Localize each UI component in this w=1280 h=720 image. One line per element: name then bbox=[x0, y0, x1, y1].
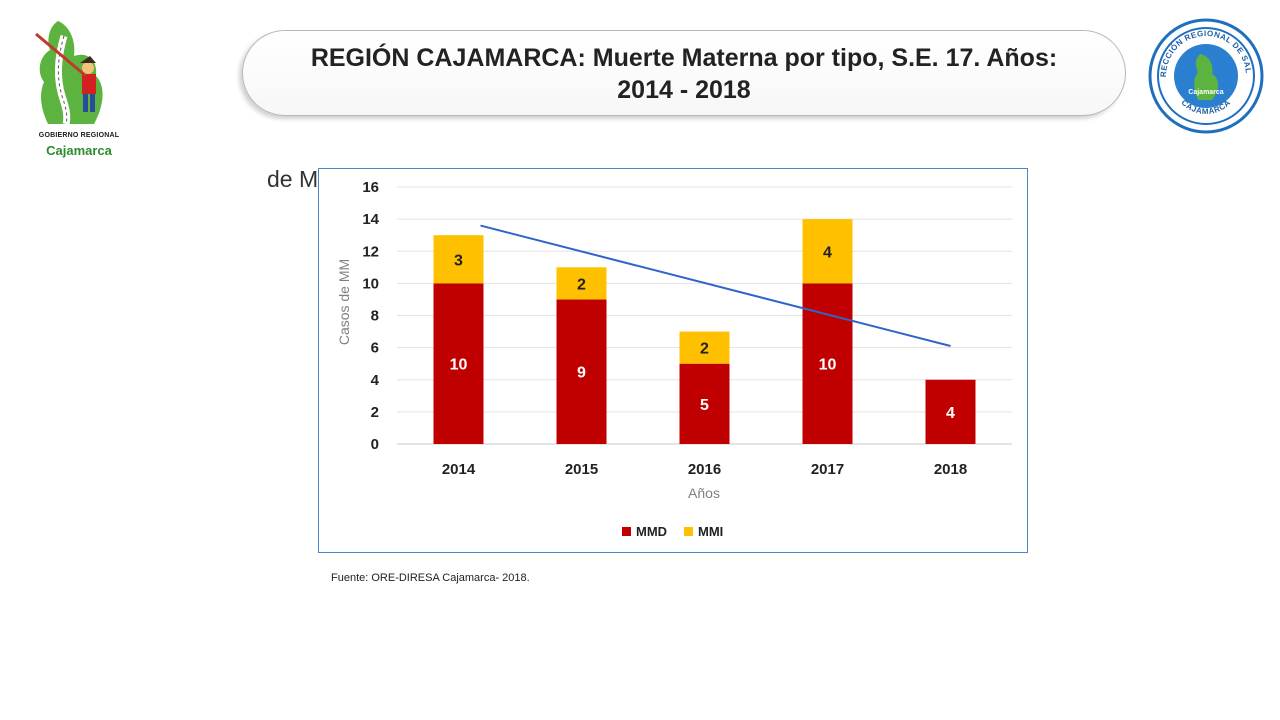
y-tick-label: 2 bbox=[371, 404, 379, 421]
gobierno-regional-logo-icon bbox=[35, 21, 103, 125]
x-axis-label: Años bbox=[688, 485, 720, 501]
bar-mmi bbox=[556, 267, 607, 300]
trendline bbox=[480, 224, 951, 347]
data-label: 2 bbox=[700, 341, 709, 358]
seal-inner-text: Cajamarca bbox=[1188, 89, 1224, 96]
source-note: Fuente: ORE-DIRESA Cajamarca- 2018. bbox=[331, 572, 530, 584]
bar-mmd bbox=[433, 283, 484, 444]
bar-mmi bbox=[679, 331, 730, 364]
background-text-fragment: de M bbox=[267, 166, 319, 192]
data-label: 10 bbox=[819, 357, 837, 374]
title-banner: REGIÓN CAJAMARCA: Muerte Materna por tip… bbox=[242, 30, 1126, 116]
logo-left-line1: GOBIERNO REGIONAL bbox=[38, 132, 120, 139]
x-tick-label: 2015 bbox=[565, 461, 598, 478]
x-tick-label: 2016 bbox=[688, 461, 721, 478]
data-label: 10 bbox=[450, 357, 468, 374]
y-tick-label: 6 bbox=[371, 340, 379, 357]
gobierno-regional-logo bbox=[28, 16, 128, 161]
bar-mmi bbox=[433, 235, 484, 284]
direccion-regional-salud-seal: DIRECCIÓN REGIONAL DE SALUD Cajamarca CA… bbox=[1145, 11, 1264, 134]
page-title-line1: REGIÓN CAJAMARCA: Muerte Materna por tip… bbox=[310, 44, 1058, 72]
y-tick-label: 14 bbox=[362, 211, 379, 228]
data-label: 9 bbox=[577, 365, 586, 382]
bar-mmd bbox=[925, 379, 976, 444]
stacked-bar-chart: 10 3 9 2 5 2 10 4 4 0 2 4 6 8 10 12 14 16 2014 2015 2016 201… bbox=[336, 179, 1012, 539]
y-tick-label: 10 bbox=[362, 275, 379, 292]
data-label: 4 bbox=[946, 405, 955, 422]
legend: MMD MMI bbox=[622, 524, 723, 539]
legend-swatch-mmd bbox=[622, 527, 631, 536]
y-tick-label: 8 bbox=[371, 308, 379, 325]
legend-label-mmi: MMI bbox=[698, 524, 723, 539]
y-axis-label: Casos de MM bbox=[336, 259, 352, 345]
data-label: 4 bbox=[823, 244, 832, 261]
legend-label-mmd: MMD bbox=[636, 524, 667, 539]
y-tick-label: 0 bbox=[371, 436, 379, 453]
x-tick-label: 2014 bbox=[442, 461, 476, 478]
y-tick-label: 16 bbox=[362, 179, 379, 196]
y-tick-label: 12 bbox=[362, 243, 379, 260]
bar-mmd bbox=[679, 363, 730, 444]
x-tick-label: 2018 bbox=[934, 461, 967, 478]
chart-frame: 10 3 9 2 5 2 10 4 4 0 2 4 6 8 10 12 14 16 2014 2015 2016 201… bbox=[318, 168, 1028, 553]
y-tick-label: 4 bbox=[371, 372, 380, 389]
x-tick-label: 2017 bbox=[811, 461, 844, 478]
data-label: 3 bbox=[454, 252, 463, 269]
data-label: 5 bbox=[700, 397, 709, 414]
direccion-regional-salud-seal-icon: DIRECCIÓN REGIONAL DE SALUD Cajamarca CA… bbox=[1145, 11, 1264, 134]
page-title-line2: 2014 - 2018 bbox=[617, 76, 751, 104]
legend-swatch-mmi bbox=[684, 527, 693, 536]
logo-left-line2: Cajamarca bbox=[46, 143, 112, 158]
data-label: 2 bbox=[577, 276, 586, 293]
bar-mmd bbox=[556, 299, 607, 444]
bar-mmi bbox=[802, 219, 853, 284]
